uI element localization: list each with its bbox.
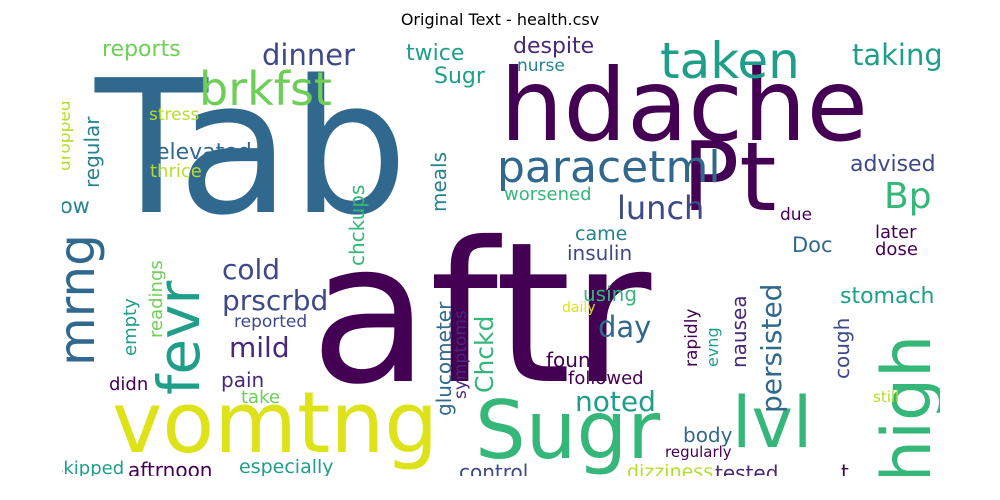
word-taking: taking	[852, 38, 940, 72]
word-aftrnoon: aftrnoon	[128, 458, 213, 476]
word-noted: noted	[575, 385, 656, 418]
word-thrice: thrice	[150, 161, 202, 182]
word-worsened: worsened	[504, 184, 592, 205]
word-evng: evng	[703, 327, 722, 367]
word-rapidly: rapidly	[682, 308, 702, 368]
word-reported: reported	[234, 312, 308, 332]
word-later: later	[875, 222, 917, 243]
word-regular: regular	[80, 116, 104, 189]
word-insulin: insulin	[567, 241, 633, 265]
word-stomach: stomach	[840, 284, 935, 309]
word-using: using	[583, 282, 638, 306]
word-followed: followed	[568, 368, 644, 389]
word-pt: Pt	[682, 123, 777, 233]
word-skipped: skipped	[62, 458, 125, 477]
word-regularly: regularly	[665, 443, 732, 461]
word-reports: reports	[102, 37, 181, 62]
word-mild: mild	[229, 331, 290, 364]
word-tested: tested	[715, 461, 779, 476]
word-still: still	[873, 388, 900, 406]
word-empty: empty	[120, 298, 141, 356]
word-body: body	[683, 423, 733, 447]
word-nurse: nurse	[517, 56, 565, 76]
word-elevated: elevated	[156, 140, 252, 165]
word-take: take	[241, 387, 280, 408]
word-dropped: dropped	[62, 100, 75, 171]
word-aftr: aftr	[310, 200, 652, 427]
word-vomtng: vomtng	[112, 374, 439, 473]
word-sugr: Sugr	[475, 384, 661, 476]
word-pain: pain	[221, 368, 265, 392]
word-low: low	[62, 194, 90, 218]
word-nausea: nausea	[727, 295, 751, 368]
word-lunch: lunch	[617, 189, 705, 227]
word-dizziness: dizziness	[627, 461, 714, 477]
word-cough: cough	[830, 317, 854, 379]
word-persisted: persisted	[755, 283, 788, 413]
word-hdache: hdache	[500, 47, 869, 164]
word-taken: taken	[660, 36, 800, 90]
word-didn: didn	[109, 374, 149, 395]
word-meals: meals	[427, 151, 451, 212]
word-tab: Tab	[95, 40, 409, 256]
word-found: found	[546, 348, 604, 372]
word-day: day	[598, 310, 652, 344]
word-symptoms: symptoms	[451, 310, 471, 399]
word-chckd: Chckd	[470, 315, 499, 393]
word-lvl: lvl	[732, 382, 813, 464]
word-despite: despite	[513, 36, 595, 59]
word-dose: dose	[875, 239, 918, 260]
word-dinner: dinner	[262, 38, 355, 72]
word-came: came	[575, 223, 628, 245]
word-paracetml: paracetml	[497, 142, 721, 193]
word-especially: especially	[239, 456, 334, 477]
word-advised: advised	[850, 152, 936, 177]
word-stress: stress	[149, 105, 200, 125]
word-chckups: chckups	[345, 184, 369, 266]
word-daily: daily	[562, 300, 596, 316]
word-mrng: mrng	[62, 234, 106, 366]
word-cloud: Tab aftr hdache Pt vomtng Sugr lvl high fevr mrng…	[62, 36, 940, 476]
word-prscrbd: prscrbd	[222, 284, 329, 317]
word-brkfst: brkfst	[199, 62, 332, 116]
word-bp: Bp	[884, 176, 932, 217]
chart-title: Original Text - health.csv	[400, 10, 600, 29]
word-doc: Doc	[792, 233, 833, 257]
word-twice: twice	[406, 41, 465, 66]
word-due: due	[780, 205, 813, 225]
word-t: t	[841, 460, 849, 476]
word-cold: cold	[222, 253, 281, 286]
word-sugr: Sugr	[434, 64, 485, 89]
word-control: control	[459, 460, 529, 476]
word-readings: readings	[146, 260, 167, 338]
